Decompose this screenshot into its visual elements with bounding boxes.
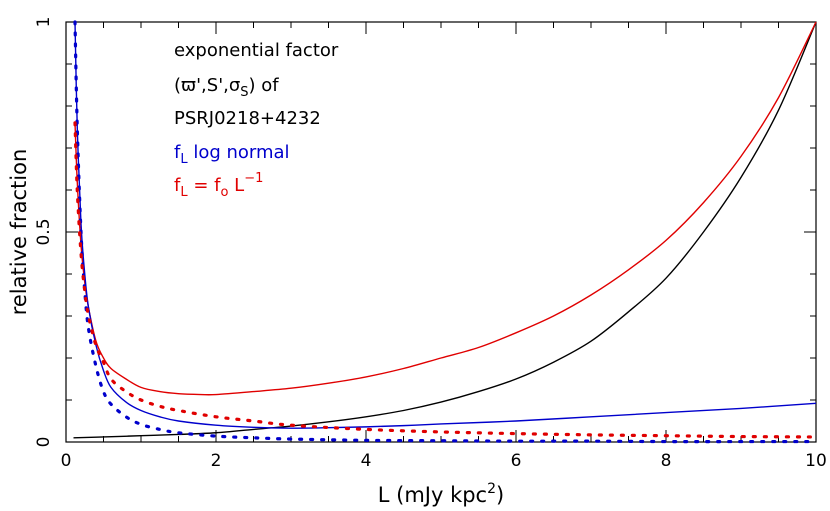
- y-axis-label: relative fraction: [7, 149, 31, 316]
- x-tick-label: 4: [361, 451, 372, 471]
- x-tick-label: 6: [511, 451, 522, 471]
- series-layer: [73, 20, 818, 444]
- x-tick-label: 0: [61, 451, 72, 471]
- annotation-block: exponential factor (ϖ',S',σS) of PSRJ021…: [174, 40, 339, 200]
- series-line-4: [73, 121, 818, 439]
- x-axis-label: L (mJy kpc2): [378, 481, 504, 507]
- series-line-2: [74, 21, 817, 429]
- y-tick-label: 0.5: [34, 218, 54, 245]
- annotation-line-3: PSRJ0218+4232: [174, 108, 321, 129]
- annotation-line-1: exponential factor: [174, 40, 339, 61]
- y-tick-label: 1: [34, 17, 54, 28]
- annotation-line-2: (ϖ',S',σS) of: [174, 75, 279, 100]
- series-line-3: [73, 20, 818, 444]
- x-tick-label: 8: [661, 451, 672, 471]
- legend-red-label: fL = fo L−1: [174, 171, 263, 200]
- x-tick-label: 2: [211, 451, 222, 471]
- y-tick-label: 0: [34, 437, 54, 448]
- legend-blue-label: fL log normal: [174, 142, 290, 167]
- x-tick-label: 10: [805, 451, 827, 471]
